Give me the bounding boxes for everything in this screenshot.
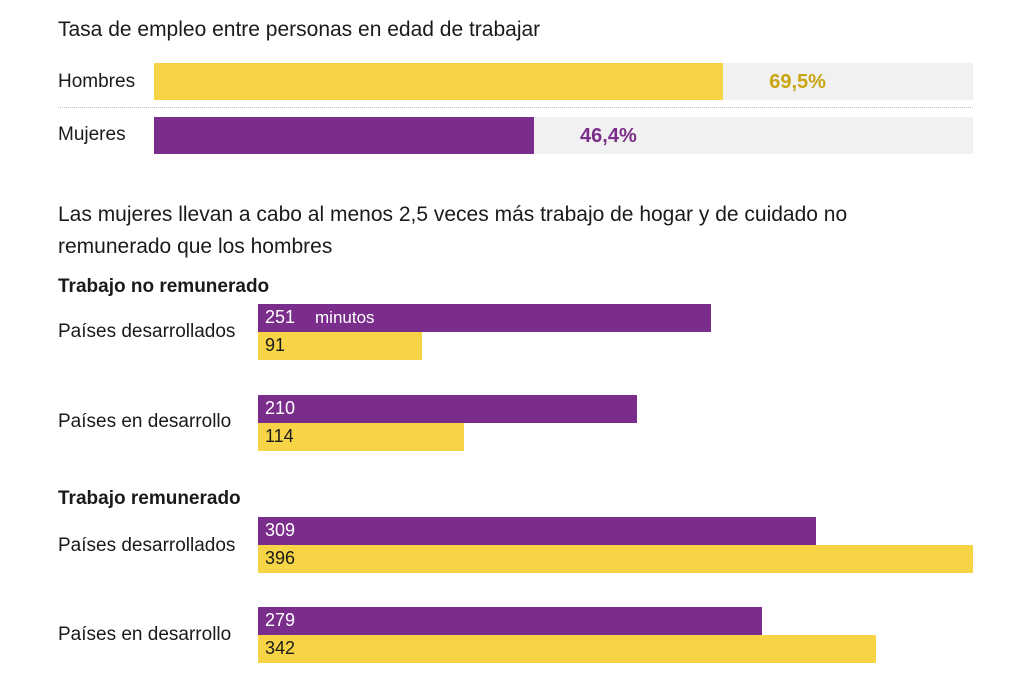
category-label-men: Hombres [58, 71, 136, 92]
bar-track-men: 69,5% [154, 63, 973, 100]
category-label-women: Mujeres [58, 124, 126, 145]
value-label-unpaid-developed-purple: 251 [265, 307, 296, 327]
bar-paid-developed-purple [258, 517, 816, 545]
bar-unpaid-developing-yellow [258, 423, 464, 451]
value-label-paid-developing-yellow: 342 [265, 638, 296, 658]
bar-track-women: 46,4% [154, 117, 973, 154]
value-label-men: 69,5% [769, 71, 826, 93]
bar-unpaid-developed-purple [258, 304, 712, 332]
category-label-unpaid-developing: Países en desarrollo [58, 411, 232, 432]
bar-unpaid-developed-yellow [258, 332, 423, 360]
bar-men-employment [154, 63, 724, 100]
employment-chart-title: Tasa de empleo entre personas en edad de… [58, 18, 541, 41]
category-label-unpaid-developed: Países desarrollados [58, 321, 236, 342]
value-label-unpaid-developing-yellow: 114 [265, 426, 294, 446]
value-label-unpaid-developing-purple: 210 [265, 398, 296, 418]
bar-women-employment [154, 117, 535, 154]
bar-unpaid-developing-purple [258, 395, 638, 423]
bar-paid-developing-yellow [258, 635, 876, 663]
category-label-paid-developed: Países desarrollados [58, 535, 236, 556]
value-label-women: 46,4% [580, 125, 637, 147]
unit-label: minutos [315, 308, 375, 327]
category-label-paid-developing: Países en desarrollo [58, 624, 232, 645]
value-label-paid-developed-yellow: 396 [265, 548, 296, 568]
value-label-paid-developing-purple: 279 [265, 610, 296, 630]
value-label-paid-developed-purple: 309 [265, 520, 296, 540]
group-title-paid: Trabajo remunerado [58, 488, 241, 509]
group-title-unpaid: Trabajo no remunerado [58, 276, 270, 297]
bar-paid-developing-purple [258, 607, 762, 635]
row-divider [58, 107, 973, 108]
bar-paid-developed-yellow [258, 545, 973, 573]
work-chart-title: Las mujeres llevan a cabo al menos 2,5 v… [58, 203, 848, 258]
value-label-unpaid-developed-yellow: 91 [265, 335, 286, 355]
